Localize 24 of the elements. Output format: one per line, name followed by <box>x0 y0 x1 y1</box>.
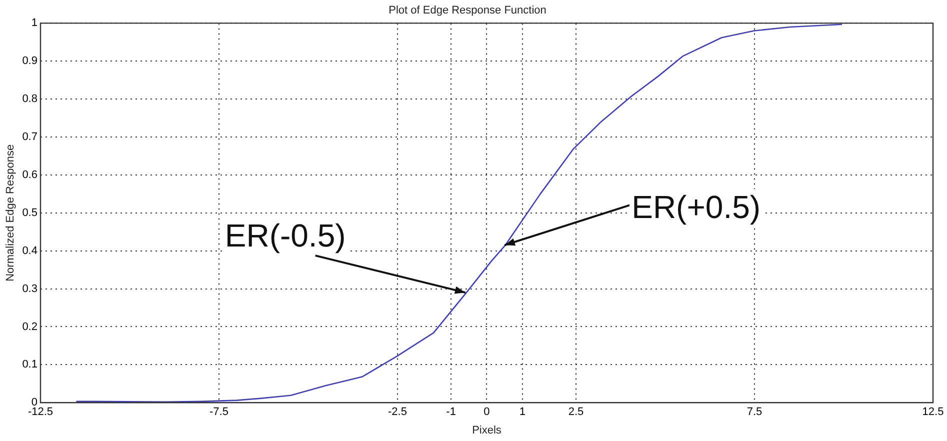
x-tick-label: 2.5 <box>568 406 584 418</box>
x-tick-label: 7.5 <box>746 406 762 418</box>
y-tick-label: 0.6 <box>22 168 38 181</box>
y-tick-label: 0.8 <box>22 93 38 106</box>
y-axis-title: Normalized Edge Response <box>4 144 17 282</box>
annotation: ER(-0.5) <box>224 217 346 254</box>
y-tick-label: 0.2 <box>22 320 38 333</box>
y-tick-label: 1 <box>31 17 38 30</box>
y-tick-label: 0.5 <box>22 206 38 219</box>
y-tick-label: 0.3 <box>22 282 38 295</box>
x-tick-label: 0 <box>484 406 490 418</box>
x-tick-label: 12.5 <box>922 406 944 418</box>
chart-title: Plot of Edge Response Function <box>388 4 546 17</box>
annotation: ER(+0.5) <box>632 188 761 225</box>
x-tick-label: -12.5 <box>28 406 54 418</box>
x-axis-title: Pixels <box>472 424 502 436</box>
x-tick-label: -7.5 <box>210 406 228 418</box>
x-tick-label: -1 <box>446 406 456 418</box>
x-tick-label: -2.5 <box>388 406 407 418</box>
x-tick-label: 1 <box>519 406 526 418</box>
y-tick-label: 0.1 <box>22 358 38 371</box>
y-tick-label: 0.4 <box>22 244 38 257</box>
y-tick-label: 0.9 <box>22 55 38 68</box>
y-tick-label: 0.7 <box>22 131 38 144</box>
